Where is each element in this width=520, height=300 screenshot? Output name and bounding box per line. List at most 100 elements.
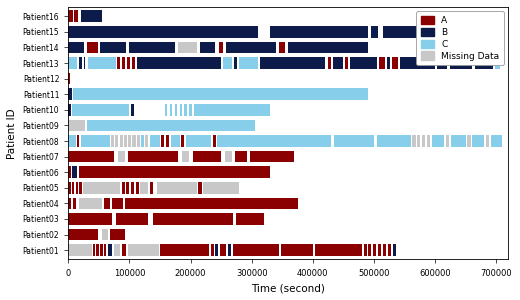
Bar xyxy=(79,57,82,69)
Bar xyxy=(475,57,493,69)
Bar xyxy=(127,57,130,69)
Bar xyxy=(223,57,232,69)
Bar xyxy=(131,182,134,194)
Bar xyxy=(74,11,78,22)
Bar xyxy=(371,26,378,38)
Bar xyxy=(328,57,331,69)
Bar xyxy=(451,135,465,147)
Bar xyxy=(225,151,232,162)
Bar xyxy=(111,135,114,147)
Bar xyxy=(68,120,85,131)
Bar xyxy=(77,135,79,147)
Bar xyxy=(281,244,313,256)
Bar xyxy=(215,244,218,256)
Bar xyxy=(373,244,376,256)
Bar xyxy=(79,182,82,194)
Bar xyxy=(226,42,276,53)
Bar xyxy=(388,244,391,256)
Bar xyxy=(392,57,398,69)
Bar xyxy=(68,42,84,53)
Bar xyxy=(467,135,471,147)
Bar xyxy=(110,229,124,240)
Bar xyxy=(68,104,71,116)
Bar xyxy=(377,135,411,147)
Bar xyxy=(437,57,447,69)
Bar xyxy=(68,197,71,209)
Bar xyxy=(400,57,435,69)
Bar xyxy=(125,197,297,209)
Bar xyxy=(383,26,465,38)
Legend: A, B, C, Missing Data: A, B, C, Missing Data xyxy=(416,11,504,65)
Bar xyxy=(96,244,99,256)
Bar xyxy=(114,244,120,256)
Bar xyxy=(122,57,125,69)
Bar xyxy=(237,213,264,225)
Bar xyxy=(200,42,215,53)
Bar xyxy=(217,135,331,147)
Bar xyxy=(68,213,112,225)
Bar xyxy=(73,88,368,100)
Bar xyxy=(103,244,106,256)
Bar xyxy=(412,135,415,147)
Bar xyxy=(211,244,214,256)
Bar xyxy=(68,151,114,162)
Bar xyxy=(115,135,119,147)
Bar xyxy=(333,57,343,69)
Bar xyxy=(73,197,76,209)
Bar xyxy=(81,135,110,147)
Bar xyxy=(128,135,131,147)
Bar xyxy=(145,135,148,147)
Bar xyxy=(150,135,160,147)
Bar xyxy=(228,244,231,256)
Bar xyxy=(126,182,129,194)
Bar xyxy=(72,104,129,116)
Bar xyxy=(87,120,255,131)
Bar xyxy=(79,166,270,178)
Y-axis label: Patient ID: Patient ID xyxy=(7,108,17,158)
Bar xyxy=(160,244,209,256)
Bar xyxy=(68,57,77,69)
Bar xyxy=(387,57,390,69)
Bar xyxy=(289,42,368,53)
Bar xyxy=(117,57,120,69)
Bar xyxy=(79,197,102,209)
Bar xyxy=(84,57,85,69)
Bar xyxy=(315,244,362,256)
Bar xyxy=(393,244,396,256)
Bar xyxy=(175,104,177,116)
Bar xyxy=(259,57,325,69)
Bar xyxy=(378,244,381,256)
Bar xyxy=(68,135,75,147)
Bar xyxy=(100,244,102,256)
Bar xyxy=(124,135,127,147)
Bar xyxy=(129,42,175,53)
Bar xyxy=(432,135,444,147)
Bar xyxy=(203,182,239,194)
Bar xyxy=(68,88,72,100)
Bar xyxy=(279,42,285,53)
Bar xyxy=(182,151,189,162)
Bar xyxy=(234,57,237,69)
Bar xyxy=(112,197,123,209)
Bar xyxy=(132,57,135,69)
Bar xyxy=(128,151,178,162)
Bar xyxy=(181,135,185,147)
Bar xyxy=(270,26,368,38)
Bar xyxy=(418,135,420,147)
Bar xyxy=(72,182,74,194)
Bar xyxy=(68,26,258,38)
Bar xyxy=(68,166,71,178)
Bar xyxy=(93,244,95,256)
Bar xyxy=(194,104,270,116)
Bar xyxy=(87,42,98,53)
Bar xyxy=(166,135,169,147)
Bar xyxy=(350,57,377,69)
Bar xyxy=(119,151,124,162)
Bar xyxy=(68,244,92,256)
Bar xyxy=(220,244,226,256)
Bar xyxy=(133,135,136,147)
Bar xyxy=(189,104,192,116)
Bar xyxy=(108,244,112,256)
Bar xyxy=(165,104,167,116)
Bar xyxy=(491,135,502,147)
